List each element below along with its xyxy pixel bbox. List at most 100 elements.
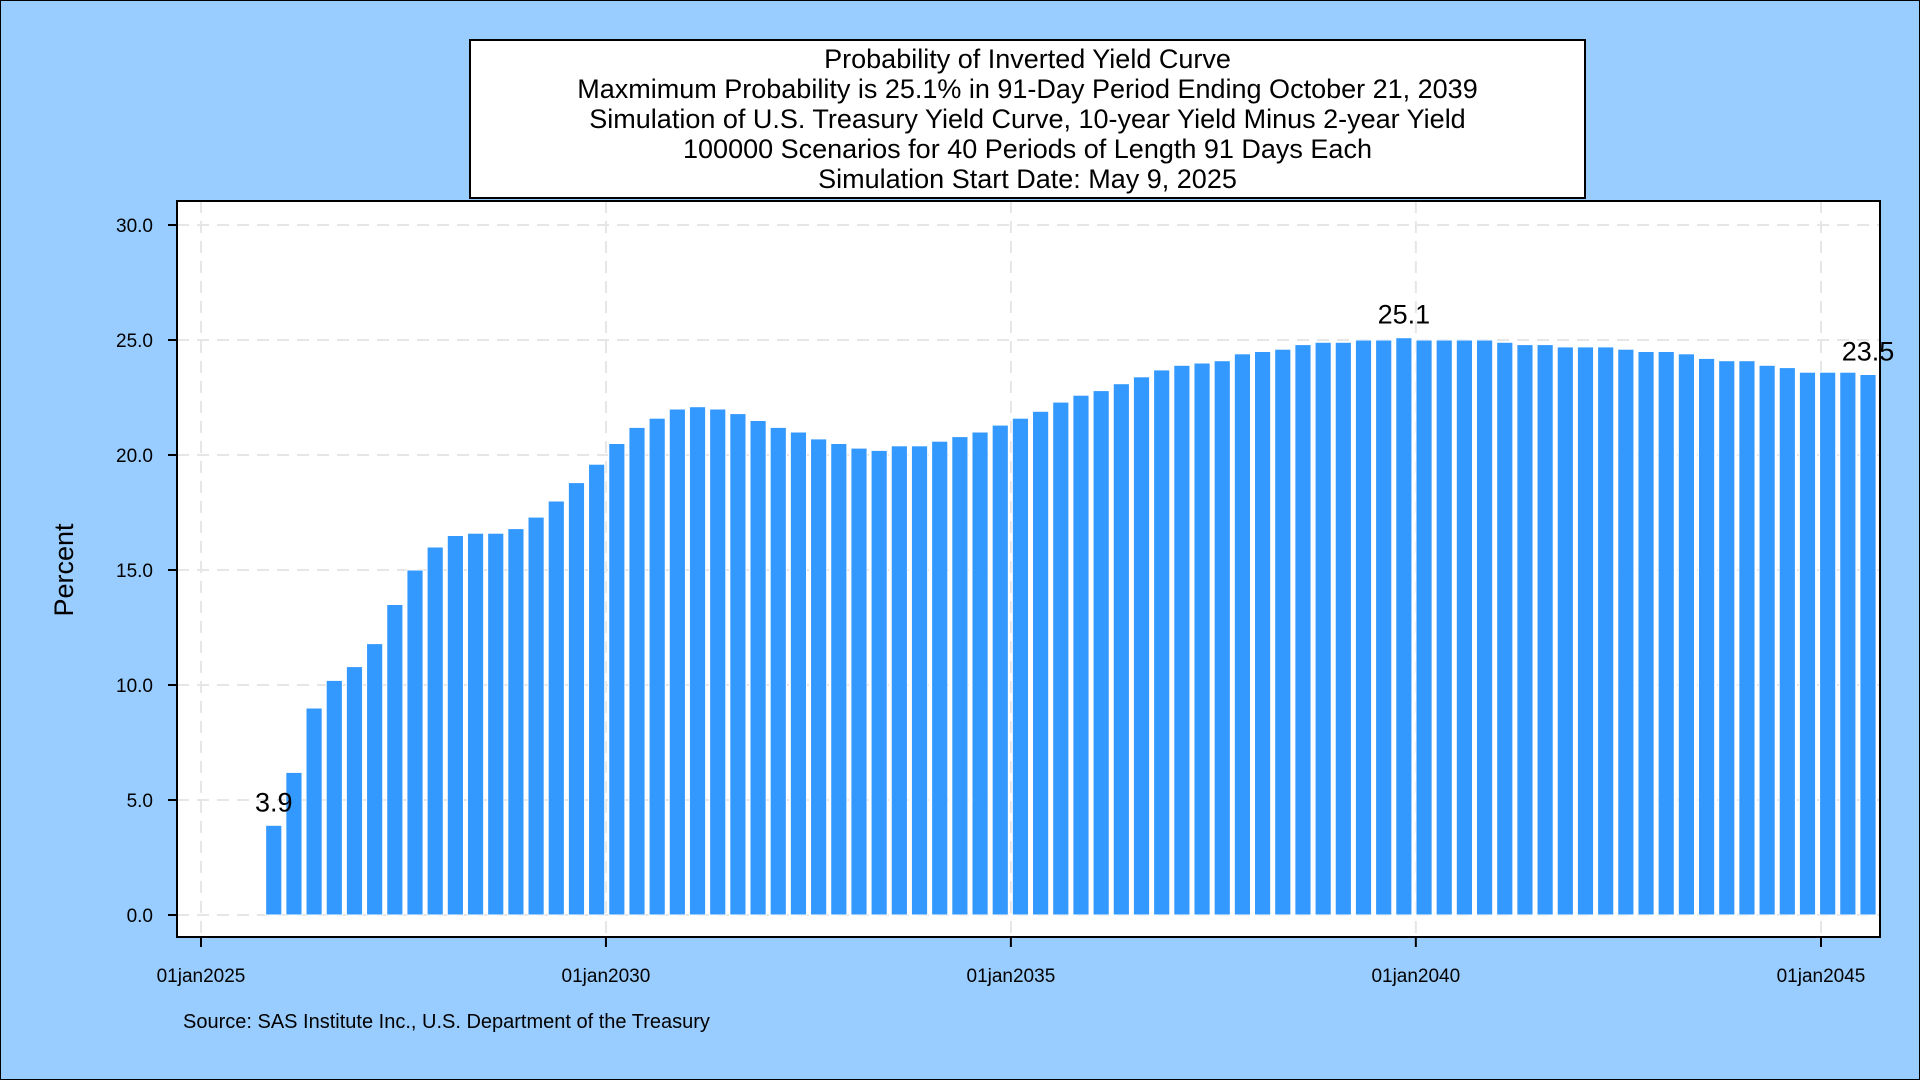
bar — [366, 643, 384, 916]
chart-subtitle-2: Simulation of U.S. Treasury Yield Curve,… — [589, 104, 1466, 134]
bar — [446, 535, 464, 916]
bar — [1637, 351, 1655, 916]
bar — [1677, 353, 1695, 916]
y-tick-label: 15.0 — [116, 561, 153, 582]
y-axis-label: Percent — [49, 523, 79, 617]
chart-subtitle-1: Maxmimum Probability is 25.1% in 91-Day … — [577, 74, 1478, 104]
bar — [1819, 371, 1837, 916]
bar — [1455, 339, 1473, 916]
bar — [608, 443, 626, 916]
bar — [285, 771, 303, 916]
bars — [265, 337, 1877, 916]
bar — [1778, 367, 1796, 916]
bar — [1556, 346, 1574, 916]
bar — [1697, 357, 1716, 916]
bar — [1153, 369, 1171, 916]
data-label: 23.5 — [1842, 337, 1895, 367]
y-tick-label: 20.0 — [116, 446, 153, 467]
bar — [870, 449, 888, 916]
bar — [265, 824, 283, 916]
bar — [1173, 364, 1191, 916]
chart-subtitle-4: Simulation Start Date: May 9, 2025 — [818, 164, 1237, 194]
bar — [890, 445, 908, 916]
bar — [305, 707, 323, 916]
bar — [789, 431, 808, 916]
bar — [648, 417, 666, 916]
source-note: Source: SAS Institute Inc., U.S. Departm… — [183, 1011, 710, 1033]
y-axis: 0.0 5.0 10.0 15.0 20.0 25.0 30.0 — [116, 216, 177, 927]
bar — [931, 440, 949, 916]
bar — [1536, 344, 1554, 916]
bar — [567, 482, 586, 916]
data-label: 3.9 — [255, 787, 293, 817]
bar — [1032, 410, 1050, 916]
bar — [386, 604, 404, 916]
y-tick-label: 5.0 — [127, 791, 153, 812]
bar — [466, 532, 485, 916]
x-tick-label: 01jan2040 — [1371, 966, 1460, 987]
bar — [1475, 339, 1494, 916]
bar — [426, 546, 444, 916]
bar — [547, 500, 565, 916]
bar — [1254, 351, 1272, 916]
bar — [1395, 337, 1413, 916]
bar — [1072, 394, 1090, 916]
bar — [1314, 341, 1332, 916]
bar — [1415, 339, 1433, 916]
bar — [527, 516, 545, 916]
bar — [1112, 383, 1130, 916]
x-tick-label: 01jan2030 — [562, 966, 651, 987]
bar — [1516, 344, 1534, 916]
bar — [588, 463, 606, 916]
bar — [1052, 401, 1070, 916]
bar — [1132, 376, 1151, 916]
bar — [991, 424, 1009, 916]
bar — [1233, 353, 1252, 916]
bar — [1294, 344, 1312, 916]
bar — [709, 408, 727, 916]
bar — [810, 438, 828, 916]
y-tick-label: 30.0 — [116, 216, 153, 237]
bar — [951, 436, 969, 916]
bar — [325, 679, 343, 916]
data-label: 25.1 — [1378, 300, 1431, 330]
bar — [406, 569, 424, 916]
y-tick-label: 10.0 — [116, 676, 153, 697]
x-tick-label: 01jan2035 — [967, 966, 1056, 987]
bar — [1617, 348, 1635, 916]
y-tick-label: 25.0 — [116, 331, 153, 352]
bar — [1576, 346, 1595, 916]
bar — [749, 420, 767, 916]
bar — [487, 532, 505, 916]
bar — [1798, 371, 1817, 916]
data-labels: 3.9 25.1 23.5 — [255, 300, 1894, 818]
bar — [1193, 362, 1211, 916]
bar — [971, 431, 989, 916]
chart-subtitle-3: 100000 Scenarios for 40 Periods of Lengt… — [683, 134, 1372, 164]
bar — [1718, 360, 1736, 916]
bar — [1334, 341, 1352, 916]
bar — [1011, 417, 1030, 916]
bar — [1496, 341, 1514, 916]
bar — [628, 426, 646, 916]
bar — [507, 528, 525, 916]
bar — [1274, 348, 1292, 916]
y-tick-label: 0.0 — [127, 906, 153, 927]
bar — [1375, 339, 1393, 916]
bar — [668, 408, 686, 916]
bar — [1092, 390, 1110, 916]
bar — [910, 445, 929, 916]
bar — [729, 413, 747, 916]
bar — [1597, 346, 1615, 916]
bar — [1758, 364, 1776, 916]
title-box: Probability of Inverted Yield Curve Maxm… — [469, 39, 1586, 199]
bar — [850, 447, 868, 916]
x-tick-label: 01jan2025 — [157, 966, 246, 987]
x-tick-label: 01jan2045 — [1777, 966, 1866, 987]
bar — [345, 666, 364, 916]
x-axis: 01jan2025 01jan2030 01jan2035 01jan2040 01ja… — [157, 937, 1866, 987]
bar — [1435, 339, 1453, 916]
bar — [769, 426, 787, 916]
chart-title: Probability of Inverted Yield Curve — [824, 44, 1231, 74]
bar — [1738, 360, 1756, 916]
